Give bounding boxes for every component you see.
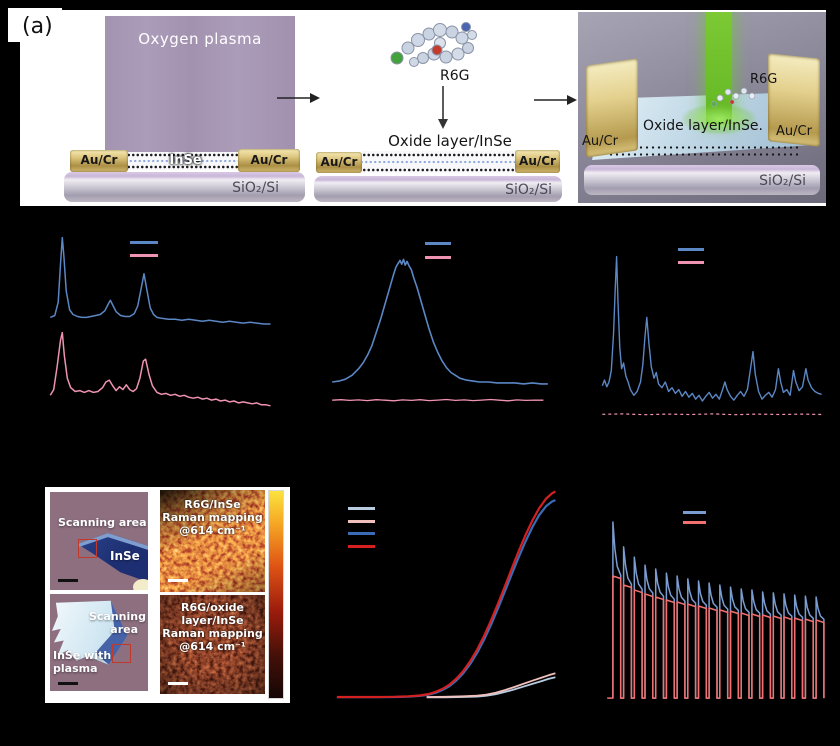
panel-e-card: Scanning area InSe R6G/InSe Raman mappin…	[45, 487, 290, 703]
electrode-label: Au/Cr	[582, 134, 618, 149]
scan-region-marker	[112, 644, 131, 663]
legend-swatch-lightblue	[348, 507, 375, 510]
electrode-left-1: Au/Cr	[70, 150, 128, 172]
panel-a-label: (a)	[22, 14, 53, 39]
legend-swatch-pink	[130, 254, 158, 257]
legend-swatch-pink	[678, 261, 704, 264]
scale-bar	[58, 681, 78, 685]
laser-device-render: SiO₂/Si R6G Oxide layer/InSe. Au/Cr Au/C…	[578, 12, 826, 203]
oxide-layer-label: Oxide layer/InSe	[388, 132, 512, 150]
corner-residue	[133, 579, 148, 590]
r6g-label: R6G	[440, 68, 470, 84]
oxygen-plasma-label: Oxygen plasma	[138, 30, 262, 48]
scanning-area-caption: Scanning area	[58, 516, 147, 529]
chart-raman-comparison	[49, 236, 271, 407]
electrode-label: Au/Cr	[80, 153, 118, 167]
legend-swatch-lightpink	[348, 520, 375, 523]
raman-map-oxide-inse: R6G/oxide layer/InSe Raman mapping @614 …	[160, 595, 265, 694]
substrate-2: SiO₂/Si	[314, 176, 562, 202]
chart-cycling-response	[607, 521, 825, 699]
inse-flake-shape	[77, 533, 148, 583]
electrode-label: Au/Cr	[776, 124, 812, 139]
electrode-label: Au/Cr	[320, 155, 358, 169]
panel-a-labelbox: (a)	[8, 8, 62, 42]
map-caption-line1: R6G/InSe	[184, 498, 241, 511]
legend-swatch-blue	[348, 532, 375, 535]
chart-transfer-curves	[336, 490, 556, 699]
raman-map-inse: R6G/InSe Raman mapping @614 cm⁻¹	[160, 490, 265, 592]
scan-region-marker	[78, 539, 97, 558]
arrow-right-icon	[534, 95, 577, 105]
substrate-3: SiO₂/Si	[584, 165, 820, 195]
inse-with-plasma-caption: InSe with plasma	[53, 649, 112, 675]
legend-swatch-blue	[678, 248, 704, 251]
electrode-label: Au/Cr	[519, 154, 556, 168]
optical-image-inse: Scanning area InSe	[50, 492, 148, 590]
scale-bar	[168, 578, 188, 582]
legend-swatch-blue	[130, 241, 158, 244]
inse-layer: InSe	[86, 152, 285, 170]
optical-image-inse-plasma: Scanning area InSe with plasma	[50, 594, 148, 691]
electrode-right-2: Au/Cr	[515, 150, 560, 173]
legend-swatch-red	[348, 545, 375, 548]
map-shading	[160, 490, 265, 592]
oxygen-plasma-block: Oxygen plasma	[105, 16, 295, 153]
r6g-molecule-illustration	[390, 22, 477, 67]
map-shading	[160, 595, 265, 694]
substrate-label: SiO₂/Si	[505, 182, 552, 198]
map-caption-line2: layer/InSe	[181, 614, 244, 627]
oxide-layer-label: Oxide layer/InSe.	[643, 118, 763, 134]
electrode-left-2: Au/Cr	[316, 152, 362, 173]
inse-layer-label: InSe	[169, 153, 202, 168]
scale-bar	[168, 681, 188, 685]
laser-glow	[682, 104, 756, 134]
legend-swatch-blue	[683, 511, 706, 514]
electrode-right-1: Au/Cr	[238, 149, 300, 172]
chart-noisy-spectrum	[601, 255, 823, 416]
area-caption: area	[110, 623, 138, 636]
arrow-right-icon	[277, 93, 320, 103]
r6g-label: R6G	[750, 72, 778, 87]
inse-caption: InSe	[110, 549, 140, 563]
substrate-label: SiO₂/Si	[232, 180, 279, 196]
map-caption-line1: R6G/oxide	[181, 601, 244, 614]
map-caption-line3: Raman mapping	[162, 627, 263, 640]
r6g-molecule-mini	[711, 87, 756, 107]
chart-broad-peak	[332, 258, 548, 402]
substrate-1: SiO₂/Si	[64, 172, 305, 202]
substrate-label: SiO₂/Si	[759, 173, 806, 189]
plasma-flake-shape	[51, 600, 128, 665]
legend-swatch-pink	[425, 256, 451, 259]
map-caption-line3: @614 cm⁻¹	[179, 524, 246, 537]
lattice-dots	[608, 144, 798, 160]
scanning-caption: Scanning	[88, 610, 146, 623]
intensity-colorbar	[268, 490, 284, 699]
arrow-down-icon	[438, 86, 448, 129]
scale-bar	[58, 578, 78, 582]
panel-a-card: Oxygen plasma InSe Au/Cr Au/Cr SiO₂/Si	[20, 10, 826, 206]
map-caption-line4: @614 cm⁻¹	[179, 640, 246, 653]
legend-swatch-red	[683, 521, 706, 524]
map-caption-line2: Raman mapping	[162, 511, 263, 524]
oxide-inse-layer	[362, 151, 517, 173]
electrode-label: Au/Cr	[250, 153, 288, 167]
legend-swatch-blue	[425, 242, 451, 245]
